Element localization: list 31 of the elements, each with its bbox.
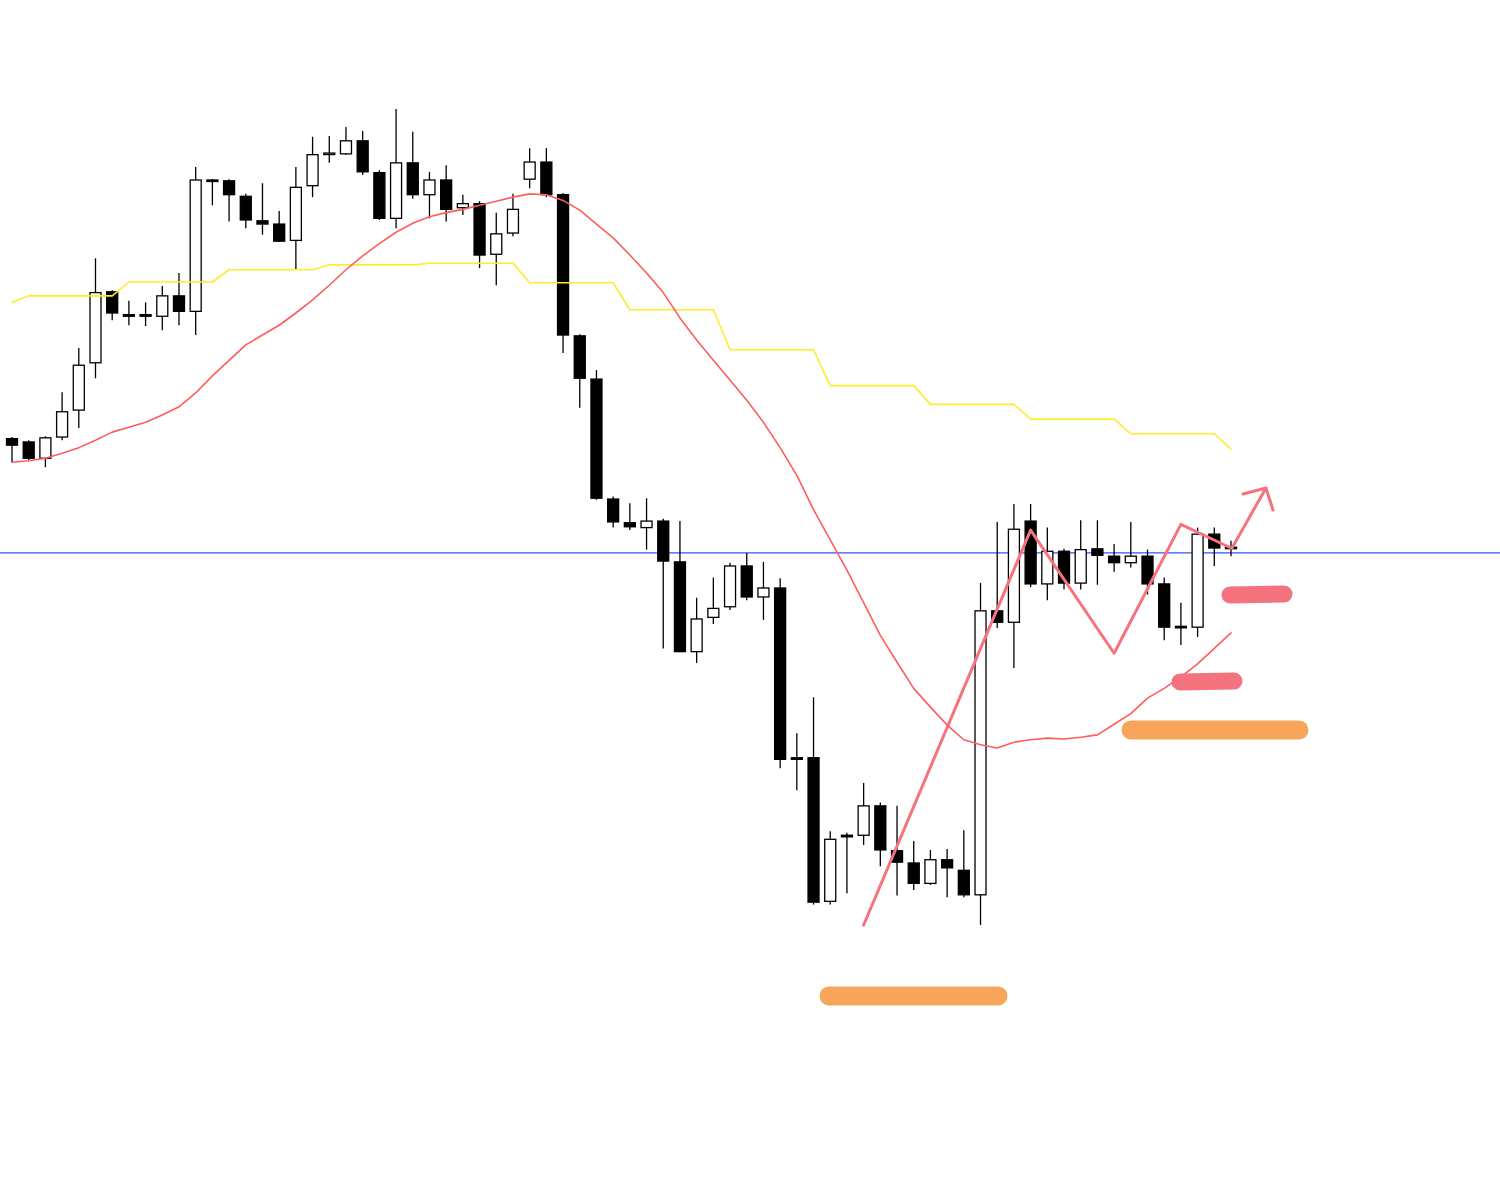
candlestick [790, 732, 803, 792]
candlestick [623, 502, 636, 531]
candlestick [1091, 519, 1104, 586]
candlestick [523, 147, 536, 189]
candlestick [256, 182, 269, 236]
candlestick [273, 210, 286, 243]
candlestick [339, 126, 353, 156]
candlestick [757, 561, 770, 621]
candlestick [506, 193, 520, 237]
candlestick [323, 135, 336, 164]
candlestick [5, 436, 19, 463]
candlestick [707, 576, 720, 625]
candlestick [122, 300, 136, 326]
candlestick [907, 840, 920, 891]
candlestick [490, 211, 503, 286]
candlestick [222, 178, 236, 223]
candlestick [640, 497, 653, 551]
candlestick [139, 301, 152, 327]
candlestick [239, 193, 252, 229]
candlestick [924, 849, 937, 886]
candlestick [940, 848, 954, 898]
candlestick [423, 171, 436, 219]
candlestick [840, 832, 854, 894]
candlestick [156, 285, 169, 331]
candlestick [172, 272, 186, 326]
candlestick [206, 178, 219, 206]
candlestick [607, 495, 620, 529]
candlestick [22, 439, 35, 461]
candlestick [39, 435, 52, 468]
candlestick [456, 194, 470, 216]
candlestick [106, 289, 119, 321]
